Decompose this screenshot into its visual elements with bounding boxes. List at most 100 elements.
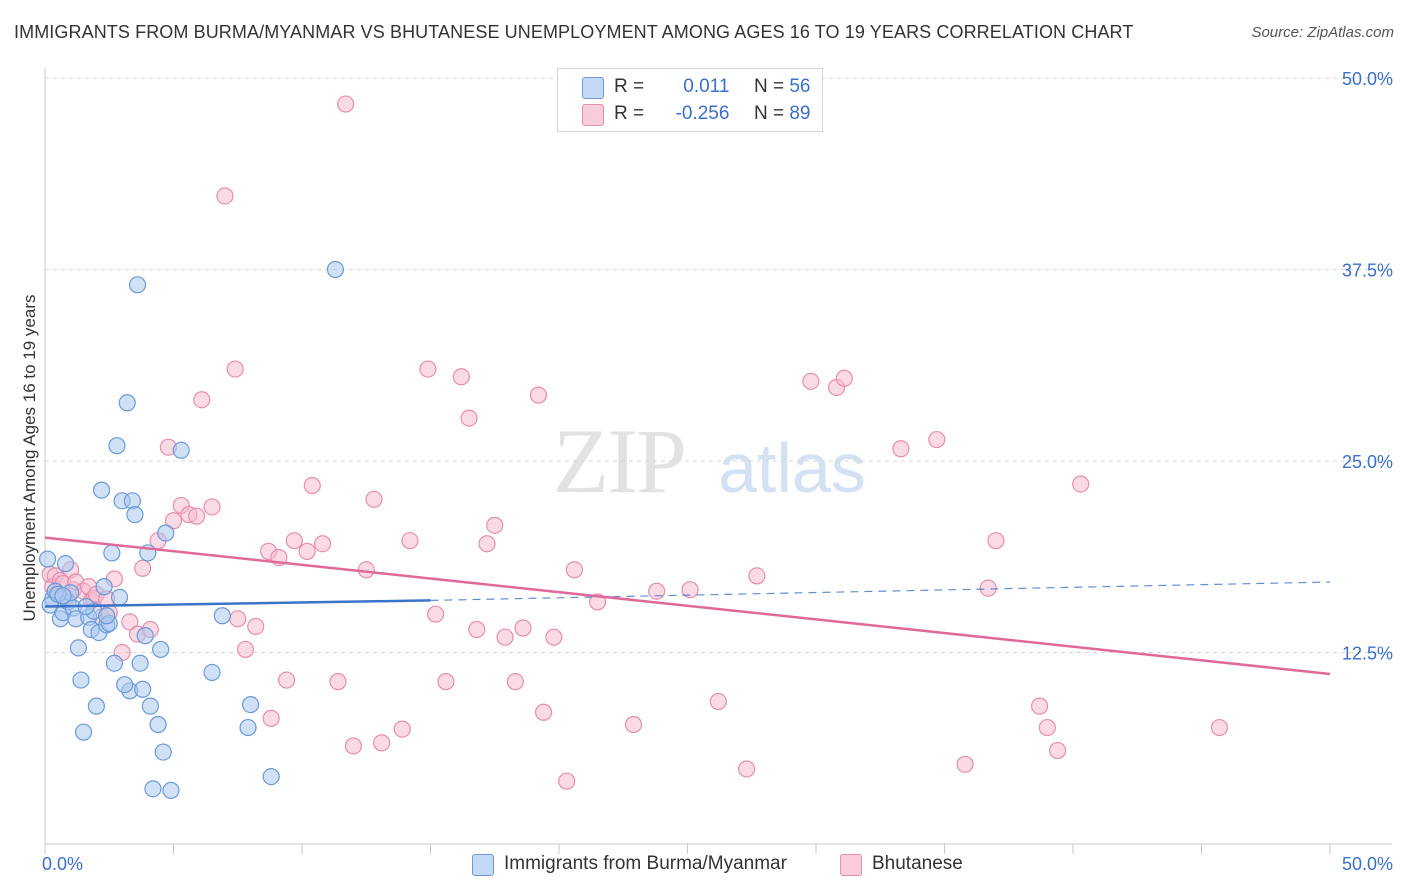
bhutanese-point bbox=[1210, 718, 1229, 737]
burma-point bbox=[98, 607, 116, 625]
bhutanese-trend-line bbox=[44, 536, 1331, 676]
bhutanese-point bbox=[229, 610, 247, 628]
bhutanese-point bbox=[624, 715, 643, 734]
burma-point bbox=[239, 718, 257, 737]
bhutanese-point bbox=[565, 561, 584, 579]
bhutanese-point bbox=[835, 369, 853, 387]
bhutanese-point bbox=[226, 360, 244, 378]
burma-point bbox=[108, 437, 126, 455]
bhutanese-point bbox=[529, 386, 548, 404]
burma-point bbox=[38, 550, 57, 568]
bhutanese-point bbox=[357, 561, 375, 579]
bhutanese-point bbox=[303, 476, 321, 495]
correlation-legend: R = 0.011 N = 56 R = -0.256 N = 89 bbox=[557, 68, 823, 132]
bhutanese-point bbox=[262, 709, 280, 727]
bhutanese-point bbox=[892, 440, 910, 458]
burma-point bbox=[56, 555, 75, 573]
bhutanese-point bbox=[329, 673, 347, 691]
bhutanese-point bbox=[247, 617, 265, 636]
y-tick-label: 25.0% bbox=[1342, 452, 1393, 472]
bottom-legend-swatch-bhutanese bbox=[840, 854, 862, 876]
bhutanese-point bbox=[506, 673, 524, 691]
y-tick-label: 37.5% bbox=[1342, 261, 1393, 281]
burma-point bbox=[262, 767, 280, 786]
bhutanese-point bbox=[1072, 475, 1090, 493]
bhutanese-point bbox=[188, 507, 206, 525]
bhutanese-point bbox=[979, 579, 997, 597]
legend-n-label: N = bbox=[753, 103, 785, 124]
bhutanese-point bbox=[216, 187, 234, 205]
burma-point bbox=[110, 588, 129, 606]
bhutanese-point bbox=[468, 620, 486, 639]
bhutanese-point bbox=[748, 567, 766, 585]
bhutanese-point bbox=[956, 755, 974, 773]
bottom-legend-swatch-burma bbox=[472, 854, 494, 876]
burma-point bbox=[144, 780, 162, 798]
y-tick-label: 12.5% bbox=[1342, 644, 1393, 664]
burma-point bbox=[203, 663, 221, 682]
bhutanese-point bbox=[1030, 697, 1049, 715]
tick-labels: 12.5% 25.0% 37.5% 50.0% 0.0% 50.0% bbox=[42, 69, 1393, 874]
legend-r-label: R = bbox=[614, 76, 645, 97]
bhutanese-point bbox=[437, 673, 455, 691]
burma-point bbox=[118, 394, 136, 412]
bhutanese-point bbox=[928, 430, 946, 449]
legend-r-value: -0.256 bbox=[675, 103, 730, 124]
bottom-legend-label-burma: Immigrants from Burma/Myanmar bbox=[504, 853, 787, 874]
burma-point bbox=[154, 743, 172, 761]
burma-point bbox=[326, 260, 345, 279]
burma-point bbox=[69, 639, 88, 657]
bhutanese-point bbox=[987, 532, 1005, 550]
burma-trend-extension bbox=[430, 581, 1331, 602]
burma-trend-line bbox=[44, 599, 431, 608]
gridlines bbox=[45, 77, 1392, 653]
bhutanese-point bbox=[427, 605, 445, 623]
bhutanese-point bbox=[164, 512, 183, 530]
burma-point bbox=[172, 441, 190, 459]
bottom-legend-label-bhutanese: Bhutanese bbox=[872, 853, 963, 874]
burma-point bbox=[116, 676, 134, 694]
bhutanese-point bbox=[134, 559, 152, 577]
bhutanese-point bbox=[344, 737, 362, 755]
bhutanese-point bbox=[285, 532, 303, 550]
burma-point bbox=[128, 276, 147, 294]
bhutanese-point bbox=[460, 409, 478, 427]
burma-point bbox=[134, 680, 152, 698]
burma-point bbox=[72, 671, 90, 689]
bhutanese-point bbox=[738, 760, 756, 778]
bhutanese-point bbox=[648, 582, 666, 600]
legend-n-value: 56 bbox=[789, 76, 811, 97]
legend-swatch-bhutanese bbox=[582, 104, 604, 126]
trend-lines bbox=[44, 536, 1331, 676]
bhutanese-point bbox=[588, 593, 607, 611]
bhutanese-point bbox=[393, 720, 411, 738]
burma-point bbox=[87, 697, 106, 715]
burma-point bbox=[103, 544, 121, 562]
legend-n-value: 89 bbox=[789, 103, 811, 124]
burma-point bbox=[105, 654, 123, 672]
burma-point bbox=[126, 506, 144, 524]
burma-point bbox=[74, 723, 93, 741]
bhutanese-point bbox=[373, 734, 391, 752]
burma-point bbox=[162, 781, 180, 799]
bhutanese-point bbox=[337, 95, 355, 113]
x-tick-label: 0.0% bbox=[42, 854, 83, 874]
bhutanese-point bbox=[277, 671, 296, 689]
bhutanese-point bbox=[1048, 741, 1067, 760]
legend-r-label: R = bbox=[614, 103, 645, 124]
bhutanese-point bbox=[486, 516, 504, 534]
bhutanese-point bbox=[203, 498, 221, 516]
bhutanese-point bbox=[121, 613, 139, 631]
burma-point bbox=[131, 654, 149, 672]
bhutanese-point bbox=[558, 772, 576, 790]
bhutanese-point bbox=[802, 372, 820, 390]
bhutanese-point bbox=[514, 619, 532, 637]
burma-point bbox=[136, 627, 154, 645]
burma-point bbox=[157, 524, 175, 542]
bhutanese-point bbox=[298, 542, 316, 560]
burma-point bbox=[95, 578, 113, 596]
bhutanese-point bbox=[496, 628, 514, 646]
legend-n-label: N = bbox=[753, 76, 785, 97]
burma-point bbox=[54, 587, 72, 605]
bhutanese-point bbox=[681, 581, 699, 599]
